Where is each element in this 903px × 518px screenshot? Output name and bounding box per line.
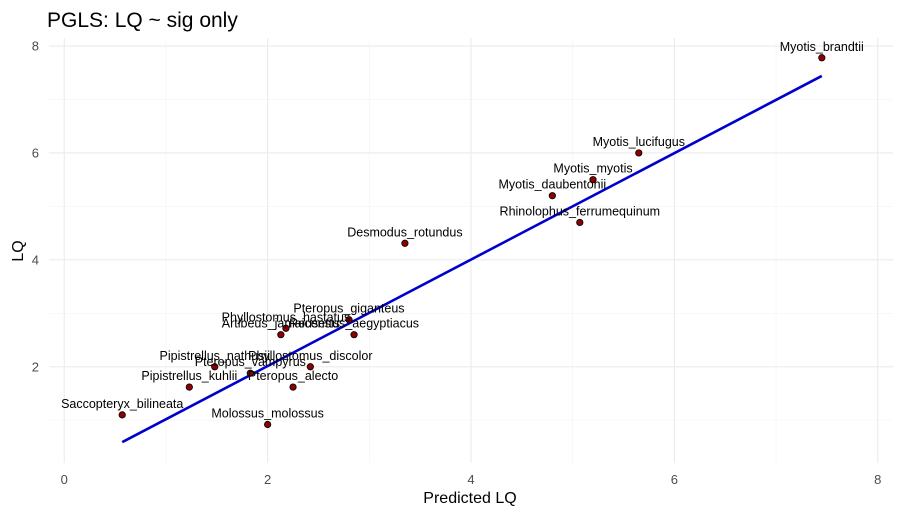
data-point [589,176,597,184]
x-axis-ticks: 0 2 4 6 8 [61,472,882,487]
data-point [345,316,353,324]
x-tick-label: 2 [264,472,271,487]
data-point [818,54,826,62]
regression-line [121,74,823,444]
x-tick-label: 6 [671,472,678,487]
y-tick-label: 6 [32,145,39,160]
fit-line-group [121,74,823,444]
y-axis-ticks: 2 4 6 8 [32,39,39,375]
data-point [548,192,556,200]
data-point [185,383,193,391]
data-point [401,239,409,247]
point-label: Artibeus_jamaicensis [222,317,340,331]
x-axis-title: Predicted LQ [423,490,516,507]
data-point [576,218,584,227]
y-tick-label: 8 [32,39,39,54]
point-label: Rousettus_aegyptiacus [289,317,419,331]
data-point [264,420,272,429]
point-label: Myotis_lucifugus [593,135,685,149]
point-label: Saccopteryx_bilineata [61,397,183,411]
data-point [246,369,254,377]
point-label: Phyllostomus_discolor [248,349,372,363]
data-point [306,363,314,371]
data-point [350,331,358,339]
point-label: Pteropus_vampyrus [195,355,306,369]
grid [49,38,893,463]
data-point [289,383,297,391]
x-tick-label: 4 [467,472,474,487]
y-axis-title: LQ [10,240,27,261]
point-label: Pteropus_giganteus [293,302,404,316]
point-label: Myotis_brandtii [780,40,864,54]
y-tick-label: 4 [32,252,39,267]
point-label: Pipistrellus_kuhlii [141,369,237,383]
x-tick-label: 8 [874,472,881,487]
data-point [635,149,643,157]
point-label: Myotis_daubentonii [498,178,606,192]
point-label: Rhinolophus_ferrumequinum [500,204,661,218]
point-label: Pipistrellus_nathusii [160,349,270,363]
point-labels-group: Myotis_brandtii Myotis_lucifugus Myotis_my… [61,40,864,421]
data-point [282,324,290,332]
point-label: Phyllostomus_hastatus [222,310,351,324]
data-point [118,411,126,419]
x-tick-label: 0 [61,472,68,487]
data-point [211,363,219,371]
points-group [118,54,826,429]
data-point [277,331,285,339]
point-label: Myotis_myotis [553,162,632,176]
point-label: Pteropus_alecto [248,369,338,383]
chart-title: PGLS: LQ ~ sig only [47,9,238,32]
point-label: Desmodus_rotundus [347,225,462,239]
point-label: Molossus_molossus [211,407,324,421]
y-tick-label: 2 [32,359,39,374]
